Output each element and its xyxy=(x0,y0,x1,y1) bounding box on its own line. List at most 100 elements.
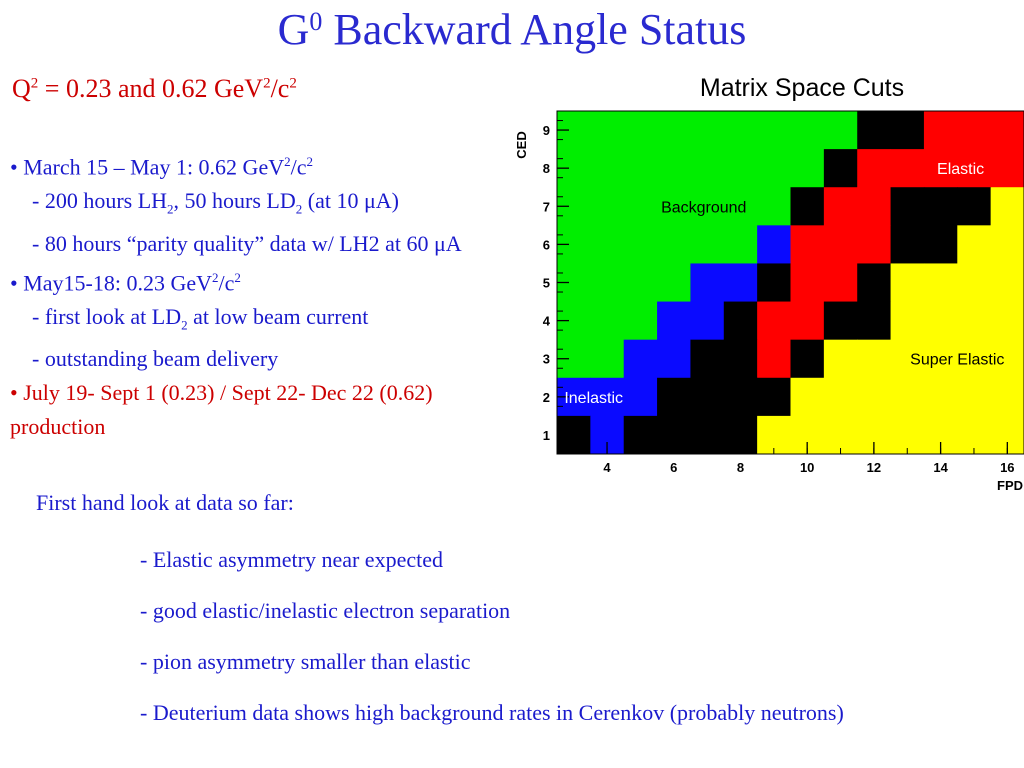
bullet-march-mid: /c xyxy=(290,154,307,180)
matrix-cell xyxy=(957,225,992,264)
matrix-cell xyxy=(990,263,1024,303)
matrix-cell xyxy=(590,149,625,188)
y-tick-label: 4 xyxy=(543,314,551,329)
observation-item: - Deuterium data shows high background r… xyxy=(140,700,844,725)
matrix-cell xyxy=(590,263,625,303)
matrix-cell xyxy=(790,339,825,379)
matrix-cell xyxy=(790,301,825,341)
bullet-may-mid: /c xyxy=(218,270,235,296)
bullet-production: • July 19- Sept 1 (0.23) / Sept 22- Dec … xyxy=(10,380,433,440)
matrix-cell xyxy=(723,339,758,379)
matrix-cell xyxy=(690,111,725,150)
matrix-cell xyxy=(823,149,858,188)
title-text-rest: Backward Angle Status xyxy=(322,5,747,54)
matrix-cell xyxy=(957,187,992,226)
matrix-cell xyxy=(823,111,858,150)
matrix-cell xyxy=(990,377,1024,417)
matrix-cell xyxy=(757,149,791,188)
x-tick-label: 8 xyxy=(737,460,744,475)
bullet-may: • May15-18: 0.23 GeV2/c2 xyxy=(10,261,515,300)
matrix-cell xyxy=(757,377,791,417)
matrix-cell xyxy=(723,225,758,264)
matrix-cell xyxy=(923,263,958,303)
matrix-cell xyxy=(723,301,758,341)
observation-item: - pion asymmetry smaller than elastic xyxy=(140,649,471,674)
matrix-cell xyxy=(823,187,858,226)
hours-current: (at 10 μA) xyxy=(302,188,399,214)
matrix-cell xyxy=(790,149,825,188)
bullet-march: • March 15 – May 1: 0.62 GeV2/c2 xyxy=(10,145,515,184)
matrix-cell xyxy=(723,149,758,188)
matrix-cell xyxy=(990,149,1024,188)
x-tick-label: 14 xyxy=(933,460,948,475)
subtitle: Q2 = 0.23 and 0.62 GeV2/c2 xyxy=(12,74,297,104)
matrix-cell xyxy=(657,377,691,417)
hours-ld-sub: 2 xyxy=(295,201,303,217)
bullet-may-sup2: 2 xyxy=(234,269,241,285)
x-tick-label: 12 xyxy=(867,460,881,475)
matrix-cell xyxy=(757,111,791,150)
matrix-cell xyxy=(957,339,992,379)
matrix-cell xyxy=(690,339,725,379)
matrix-cell xyxy=(823,263,858,303)
title-superscript: 0 xyxy=(309,7,323,36)
matrix-cell xyxy=(590,225,625,264)
matrix-cell xyxy=(690,225,725,264)
matrix-cell xyxy=(690,187,725,226)
matrix-cell xyxy=(857,149,892,188)
matrix-cell xyxy=(890,339,925,379)
matrix-cell xyxy=(757,263,791,303)
matrix-cell xyxy=(590,339,625,379)
matrix-cell xyxy=(957,301,992,341)
matrix-cell xyxy=(857,339,892,379)
x-tick-label: 16 xyxy=(1000,460,1014,475)
matrix-cell xyxy=(657,225,691,264)
bullet-may-delivery: - outstanding beam delivery xyxy=(32,346,279,372)
chart-title: Matrix Space Cuts xyxy=(700,74,904,102)
bullet-march-hours: - 200 hours LH2, 50 hours LD2 (at 10 μA) xyxy=(10,184,515,226)
matrix-cell xyxy=(923,339,958,379)
matrix-cell xyxy=(657,187,691,226)
matrix-cell xyxy=(990,225,1024,264)
y-tick-label: 3 xyxy=(543,352,550,367)
matrix-cell xyxy=(757,301,791,341)
status-bullets: • March 15 – May 1: 0.62 GeV2/c2 - 200 h… xyxy=(10,145,515,444)
matrix-cell xyxy=(723,377,758,417)
observations-heading: First hand look at data so far: xyxy=(36,490,294,515)
slide-title: G0 Backward Angle Status xyxy=(0,5,1024,54)
matrix-cell xyxy=(590,187,625,226)
matrix-cell xyxy=(957,149,992,188)
matrix-cell xyxy=(590,111,625,150)
matrix-cell xyxy=(790,187,825,226)
matrix-cell xyxy=(990,301,1024,341)
matrix-cell xyxy=(857,263,892,303)
region-label: Elastic xyxy=(937,161,984,178)
y-tick-label: 5 xyxy=(543,276,550,291)
title-text: G xyxy=(277,5,310,54)
subtitle-slash: /c xyxy=(270,74,290,103)
matrix-cell xyxy=(757,187,791,226)
matrix-cell xyxy=(623,187,658,226)
bullet-march-parity: - 80 hours “parity quality” data w/ LH2 … xyxy=(32,230,462,256)
subtitle-c-sup: 2 xyxy=(289,75,297,92)
matrix-cell xyxy=(890,225,925,264)
y-tick-label: 6 xyxy=(543,237,550,252)
matrix-cell xyxy=(757,225,791,264)
matrix-cell xyxy=(990,187,1024,226)
matrix-cell xyxy=(890,301,925,341)
matrix-cell xyxy=(723,111,758,150)
matrix-cell xyxy=(857,225,892,264)
matrix-cell xyxy=(857,377,892,417)
hours-lh-sub: 2 xyxy=(167,201,174,217)
matrix-cell xyxy=(990,111,1024,150)
region-label: Super Elastic xyxy=(910,352,1004,369)
bullet-march-sup2: 2 xyxy=(306,154,314,169)
matrix-cell xyxy=(923,225,958,264)
matrix-cell xyxy=(890,111,925,150)
matrix-cell xyxy=(823,225,858,264)
bullet-may-firstlook: - first look at LD2 at low beam current xyxy=(10,300,515,342)
matrix-cell xyxy=(990,339,1024,379)
x-tick-label: 6 xyxy=(670,460,677,475)
subtitle-text: = 0.23 and 0.62 GeV xyxy=(38,74,264,103)
